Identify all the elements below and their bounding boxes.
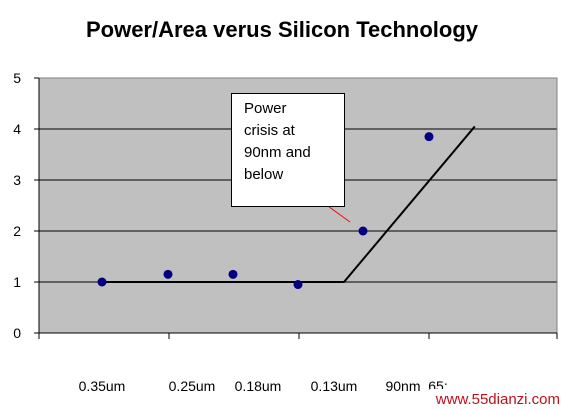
x-axis: 0.35um 0.25um 0.18um 0.13um 90nm 65: bbox=[38, 332, 558, 394]
data-point bbox=[358, 226, 368, 236]
data-point bbox=[293, 280, 303, 290]
x-tick-label: 90nm bbox=[385, 378, 420, 394]
y-tick-label: 3 bbox=[13, 172, 21, 188]
x-tick-label: 0.18um bbox=[235, 378, 282, 394]
data-points bbox=[97, 132, 434, 290]
callout-box: Power crisis at 90nm and below bbox=[231, 93, 345, 207]
chart-title: Power/Area verus Silicon Technology bbox=[86, 17, 479, 42]
x-tick-label: 0.25um bbox=[169, 378, 216, 394]
y-tick-label: 1 bbox=[13, 274, 21, 290]
y-tick-label: 4 bbox=[13, 121, 21, 137]
data-point bbox=[163, 269, 173, 279]
data-point bbox=[228, 269, 238, 279]
y-tick-label: 0 bbox=[13, 325, 21, 341]
y-tick-label: 2 bbox=[13, 223, 21, 239]
data-point bbox=[424, 132, 434, 142]
y-axis: 0 1 2 3 4 5 bbox=[13, 70, 40, 341]
x-tick-label: 0.13um bbox=[311, 378, 358, 394]
y-tick-label: 5 bbox=[13, 70, 21, 86]
x-tick-label: 0.35um bbox=[79, 378, 126, 394]
trend-line bbox=[102, 125, 476, 283]
trend-line-group bbox=[102, 125, 476, 283]
data-point bbox=[97, 277, 107, 287]
watermark: www.55dianzi.com bbox=[429, 389, 566, 410]
callout-text: Power crisis at 90nm and below bbox=[244, 100, 311, 183]
